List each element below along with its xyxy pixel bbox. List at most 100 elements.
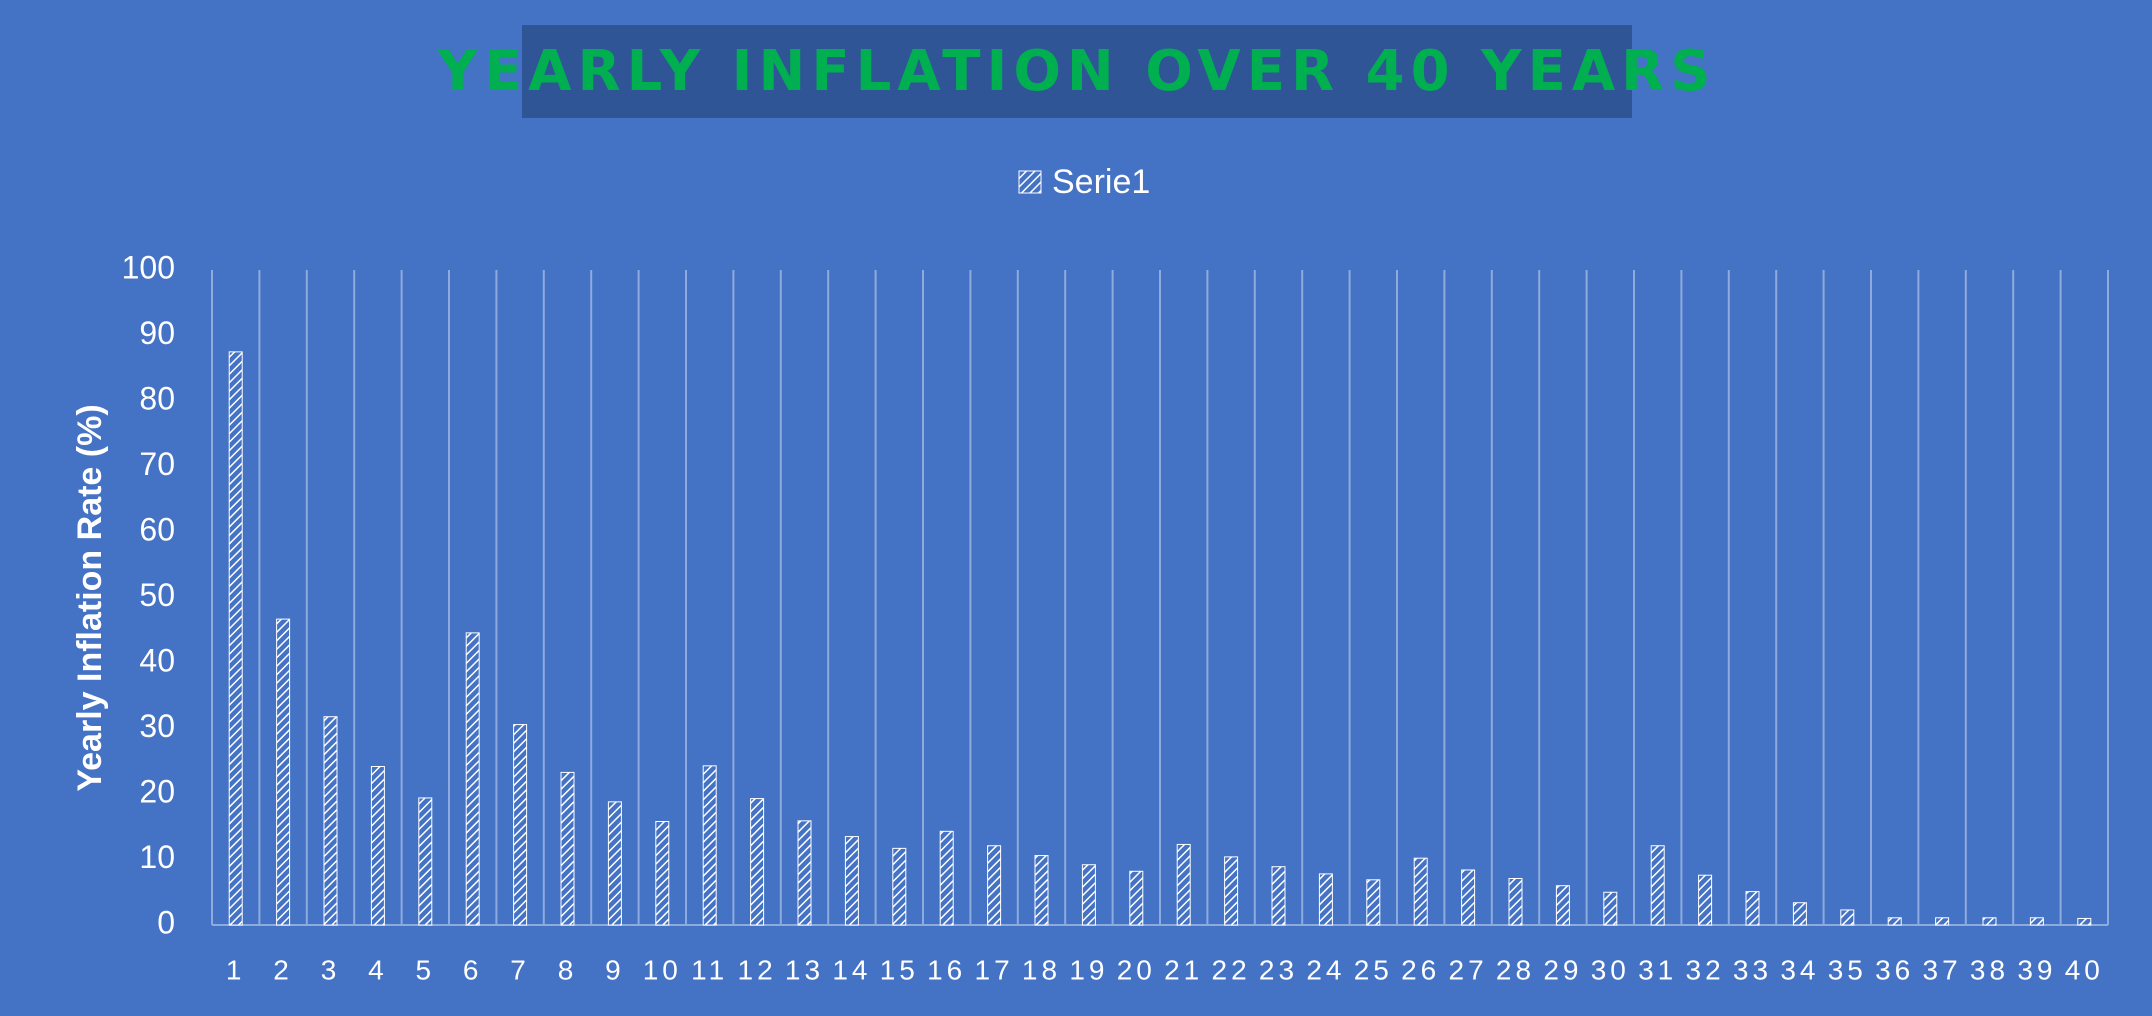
x-tick-label: 13: [785, 954, 824, 985]
chart-title: YEARLY INFLATION OVER 40 YEARS: [437, 39, 1717, 104]
x-axis-ticks: 1 2 3 4 5 6 7 8 9 10 11 12 13 14 15 16 17 18 19 20 21 22 23 24 2…: [226, 954, 2104, 985]
y-tick-label: 60: [139, 511, 175, 547]
x-tick-label: 8: [558, 954, 578, 985]
bar-38: [1982, 917, 1997, 926]
x-tick-label: 16: [927, 954, 966, 985]
x-tick-label: 5: [416, 954, 436, 985]
y-tick-label: 10: [139, 839, 175, 875]
legend: Serie1: [1018, 162, 1150, 202]
bar-16: [939, 830, 954, 926]
x-tick-label: 2: [273, 954, 293, 985]
bar-13: [797, 820, 812, 926]
bar-36: [1887, 917, 1902, 926]
y-tick-label: 40: [139, 642, 175, 678]
y-tick-label: 80: [139, 380, 175, 416]
bar-23: [1271, 866, 1286, 926]
y-tick-label: 50: [139, 577, 175, 613]
x-tick-label: 22: [1212, 954, 1251, 985]
x-tick-label: 24: [1306, 954, 1345, 985]
x-tick-label: 11: [691, 954, 728, 985]
x-tick-label: 30: [1591, 954, 1630, 985]
bar-33: [1745, 891, 1760, 926]
gridlines: [211, 270, 2109, 926]
bar-24: [1318, 873, 1333, 926]
y-tick-label: 90: [139, 315, 175, 351]
bar-39: [2029, 917, 2044, 926]
bar-5: [418, 797, 433, 926]
x-tick-label: 35: [1828, 954, 1867, 985]
x-tick-label: 17: [975, 954, 1014, 985]
x-tick-label: 15: [880, 954, 919, 985]
x-tick-label: 20: [1117, 954, 1156, 985]
bar-40: [2077, 917, 2092, 926]
bar-15: [892, 847, 907, 926]
bar-8: [560, 771, 575, 926]
x-tick-label: 23: [1259, 954, 1298, 985]
x-tick-label: 38: [1970, 954, 2009, 985]
x-tick-label: 28: [1496, 954, 1535, 985]
x-tick-label: 9: [605, 954, 625, 985]
bar-21: [1176, 843, 1191, 926]
legend-label: Serie1: [1052, 162, 1151, 201]
bar-29: [1555, 885, 1570, 926]
bars: [228, 351, 2092, 926]
y-axis-label: Yearly Inflation Rate (%): [71, 404, 109, 791]
x-tick-label: 25: [1354, 954, 1393, 985]
bar-30: [1603, 891, 1618, 926]
y-tick-label: 20: [139, 773, 175, 809]
bar-37: [1935, 917, 1950, 926]
bar-12: [750, 798, 765, 926]
bar-19: [1081, 864, 1096, 926]
bar-18: [1034, 855, 1049, 926]
bar-4: [370, 765, 385, 926]
y-tick-label: 100: [122, 249, 175, 285]
x-tick-label: 4: [368, 954, 388, 985]
bar-2: [276, 618, 291, 926]
x-tick-label: 31: [1638, 954, 1677, 985]
x-tick-label: 21: [1164, 954, 1203, 985]
bar-26: [1413, 857, 1428, 926]
x-tick-label: 27: [1449, 954, 1488, 985]
x-tick-label: 12: [738, 954, 777, 985]
x-tick-label: 18: [1022, 954, 1061, 985]
x-tick-label: 29: [1543, 954, 1582, 985]
y-tick-label: 70: [139, 446, 175, 482]
x-tick-label: 19: [1069, 954, 1108, 985]
bar-6: [465, 632, 480, 926]
x-tick-label: 36: [1875, 954, 1914, 985]
y-axis-ticks: 0 10 20 30 40 50 60 70 80 90 100: [122, 249, 175, 940]
x-tick-label: 37: [1923, 954, 1962, 985]
x-tick-label: 7: [510, 954, 530, 985]
bar-25: [1366, 879, 1381, 926]
x-tick-label: 33: [1733, 954, 1772, 985]
x-tick-label: 6: [463, 954, 483, 985]
x-tick-label: 3: [321, 954, 341, 985]
x-tick-label: 39: [2017, 954, 2056, 985]
bar-11: [702, 765, 717, 926]
bar-27: [1461, 869, 1476, 926]
y-tick-label: 30: [139, 708, 175, 744]
x-tick-label: 14: [832, 954, 871, 985]
bar-32: [1698, 874, 1713, 926]
y-tick-label: 0: [157, 904, 175, 940]
bar-22: [1224, 856, 1239, 926]
x-tick-label: 1: [226, 954, 246, 985]
bar-7: [513, 724, 528, 926]
bar-9: [607, 801, 622, 926]
x-tick-label: 40: [2065, 954, 2104, 985]
bar-10: [655, 821, 670, 926]
bar-35: [1840, 909, 1855, 926]
x-tick-label: 26: [1401, 954, 1440, 985]
bar-1: [228, 351, 243, 926]
x-tick-label: 34: [1780, 954, 1819, 985]
bar-20: [1129, 870, 1144, 926]
bar-34: [1792, 902, 1807, 926]
bar-3: [323, 716, 338, 926]
legend-swatch: [1018, 170, 1042, 194]
bar-14: [844, 836, 859, 926]
chart-title-box: YEARLY INFLATION OVER 40 YEARS: [437, 25, 1711, 118]
x-tick-label: 10: [643, 954, 682, 985]
bar-17: [987, 845, 1002, 926]
